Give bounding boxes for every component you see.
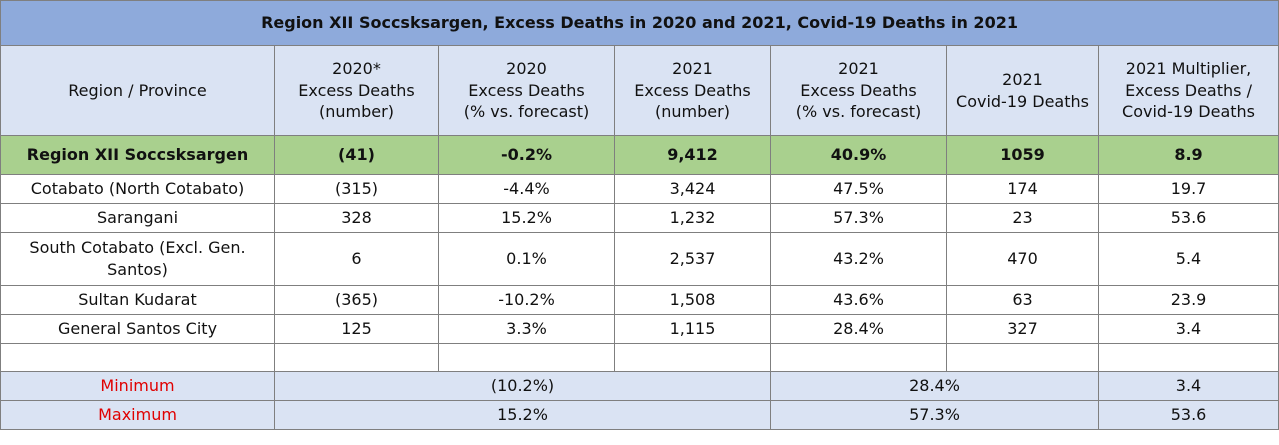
table-cell: 15.2% xyxy=(438,203,615,233)
table-cell: 327 xyxy=(946,314,1099,344)
blank-cell xyxy=(438,343,615,372)
table-cell: 47.5% xyxy=(770,174,947,204)
column-header-line: Excess Deaths / xyxy=(1125,80,1252,100)
summary-cell: 9,412 xyxy=(614,135,771,175)
table-cell: -4.4% xyxy=(438,174,615,204)
table-cell: 3.3% xyxy=(438,314,615,344)
column-header: 2021 Covid-19 Deaths xyxy=(946,45,1099,136)
table-row: Sultan Kudarat (365) -10.2% 1,508 43.6% 63 23.… xyxy=(0,285,1279,315)
column-header-line: 2021 xyxy=(838,59,879,79)
column-header-line: Excess Deaths xyxy=(634,80,751,100)
column-header-line: Covid-19 Deaths xyxy=(1122,102,1255,122)
table-row: Sarangani 328 15.2% 1,232 57.3% 23 53.6 xyxy=(0,203,1279,233)
summary-cell: -0.2% xyxy=(438,135,615,175)
column-header-line: Excess Deaths xyxy=(468,80,585,100)
blank-cell xyxy=(1097,343,1279,372)
summary-cell: 8.9 xyxy=(1097,135,1279,175)
table-cell: 0.1% xyxy=(438,232,615,286)
column-header-line: (% vs. forecast) xyxy=(795,102,922,122)
table-cell: 5.4 xyxy=(1097,232,1279,286)
table-cell: 328 xyxy=(274,203,439,233)
table-cell: 125 xyxy=(274,314,439,344)
blank-cell xyxy=(946,343,1099,372)
column-header-line: 2020* xyxy=(332,59,381,79)
column-header-line: (% vs. forecast) xyxy=(463,102,590,122)
blank-cell xyxy=(0,343,275,372)
stat-label: Minimum xyxy=(0,371,275,401)
table-cell: 3,424 xyxy=(614,174,771,204)
stat-value-multiplier: 3.4 xyxy=(1097,371,1279,401)
table-cell: 1,232 xyxy=(614,203,771,233)
table-cell: 174 xyxy=(946,174,1099,204)
table-cell: 53.6 xyxy=(1097,203,1279,233)
blank-cell xyxy=(770,343,947,372)
column-header-line: Region / Province xyxy=(68,80,207,100)
title-row: Region XII Soccsksargen, Excess Deaths i… xyxy=(0,0,1279,46)
column-header-line: Excess Deaths xyxy=(800,80,917,100)
stat-value-2021-pct: 57.3% xyxy=(770,400,1099,430)
table-cell: 23.9 xyxy=(1097,285,1279,315)
stat-row: Minimum (10.2%) 28.4% 3.4 xyxy=(0,371,1279,401)
excess-deaths-table: Region XII Soccsksargen, Excess Deaths i… xyxy=(0,0,1279,430)
column-header-line: 2021 xyxy=(672,59,713,79)
column-header: 2021 Excess Deaths (number) xyxy=(614,45,771,136)
column-header: 2020 Excess Deaths (% vs. forecast) xyxy=(438,45,615,136)
table-cell: Cotabato (North Cotabato) xyxy=(0,174,275,204)
table-cell: Sultan Kudarat xyxy=(0,285,275,315)
table-cell: -10.2% xyxy=(438,285,615,315)
table-row: South Cotabato (Excl. Gen. Santos) 6 0.1% 2… xyxy=(0,232,1279,286)
summary-cell: 1059 xyxy=(946,135,1099,175)
table-cell: 19.7 xyxy=(1097,174,1279,204)
blank-cell xyxy=(614,343,771,372)
stat-value-2020-pct: 15.2% xyxy=(274,400,771,430)
column-header-line: (number) xyxy=(655,102,730,122)
table-cell: (365) xyxy=(274,285,439,315)
table-cell: 23 xyxy=(946,203,1099,233)
column-header-line: 2021 Multiplier, xyxy=(1125,59,1252,79)
column-header: 2020* Excess Deaths (number) xyxy=(274,45,439,136)
table-cell: Sarangani xyxy=(0,203,275,233)
column-header-line: 2021 xyxy=(1002,69,1043,89)
column-header: 2021 Excess Deaths (% vs. forecast) xyxy=(770,45,947,136)
table-cell: 1,508 xyxy=(614,285,771,315)
table-cell: 28.4% xyxy=(770,314,947,344)
stat-value-multiplier: 53.6 xyxy=(1097,400,1279,430)
summary-cell: Region XII Soccsksargen xyxy=(0,135,275,175)
table-cell: 57.3% xyxy=(770,203,947,233)
table-cell: 2,537 xyxy=(614,232,771,286)
column-header-line: (number) xyxy=(319,102,394,122)
table-cell: General Santos City xyxy=(0,314,275,344)
table-cell: South Cotabato (Excl. Gen. Santos) xyxy=(0,232,275,286)
table-cell: 3.4 xyxy=(1097,314,1279,344)
blank-cell xyxy=(274,343,439,372)
summary-cell: 40.9% xyxy=(770,135,947,175)
blank-row xyxy=(0,343,1279,372)
table-cell: 470 xyxy=(946,232,1099,286)
column-header: Region / Province xyxy=(0,45,275,136)
column-header-line: Covid-19 Deaths xyxy=(956,91,1089,111)
table-cell: 63 xyxy=(946,285,1099,315)
stat-label: Maximum xyxy=(0,400,275,430)
stat-value-2020-pct: (10.2%) xyxy=(274,371,771,401)
table-cell: 43.2% xyxy=(770,232,947,286)
table-row: General Santos City 125 3.3% 1,115 28.4% 327 3… xyxy=(0,314,1279,344)
summary-row: Region XII Soccsksargen (41) -0.2% 9,412 40.… xyxy=(0,135,1279,175)
column-header-line: 2020 xyxy=(506,59,547,79)
stat-value-2021-pct: 28.4% xyxy=(770,371,1099,401)
header-row: Region / Province 2020* Excess Deaths (numb… xyxy=(0,45,1279,136)
table-title: Region XII Soccsksargen, Excess Deaths i… xyxy=(0,0,1279,46)
column-header: 2021 Multiplier, Excess Deaths / Covid-19 … xyxy=(1097,45,1279,136)
table-cell: 6 xyxy=(274,232,439,286)
stat-row: Maximum 15.2% 57.3% 53.6 xyxy=(0,400,1279,430)
table-cell: (315) xyxy=(274,174,439,204)
table-row: Cotabato (North Cotabato) (315) -4.4% 3,424… xyxy=(0,174,1279,204)
column-header-line: Excess Deaths xyxy=(298,80,415,100)
table-cell: 1,115 xyxy=(614,314,771,344)
table-cell: 43.6% xyxy=(770,285,947,315)
summary-cell: (41) xyxy=(274,135,439,175)
